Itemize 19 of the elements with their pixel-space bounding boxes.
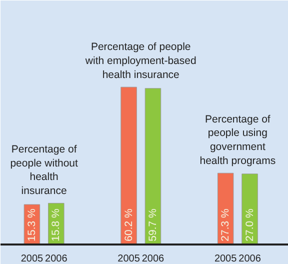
data-label: 59.7 % bbox=[146, 208, 159, 242]
x-tick-label: 2005 bbox=[214, 254, 238, 264]
data-label: 27.3 % bbox=[220, 208, 232, 242]
x-tick-label: 2006 bbox=[45, 254, 68, 264]
x-tick-label: 2005 bbox=[118, 254, 140, 264]
bar bbox=[242, 174, 258, 244]
data-label: 15.8 % bbox=[50, 208, 62, 242]
text: Percentage of people with employment-based health insurance bbox=[84, 41, 196, 81]
annotation: Percentage of people using government health programs bbox=[200, 113, 276, 167]
bar bbox=[120, 86, 137, 244]
annotation: Percentage of people without health insurance bbox=[10, 143, 78, 197]
x-tick-label: 2006 bbox=[142, 254, 165, 264]
bar bbox=[144, 88, 162, 244]
x-tick-label: 2006 bbox=[238, 254, 262, 264]
data-label: 60.2 % bbox=[122, 208, 135, 242]
x-tick-label: 2005 bbox=[20, 254, 44, 264]
bar bbox=[217, 172, 234, 244]
data-label: 27.0 % bbox=[244, 208, 256, 242]
data-label: 15.3 % bbox=[26, 208, 38, 242]
